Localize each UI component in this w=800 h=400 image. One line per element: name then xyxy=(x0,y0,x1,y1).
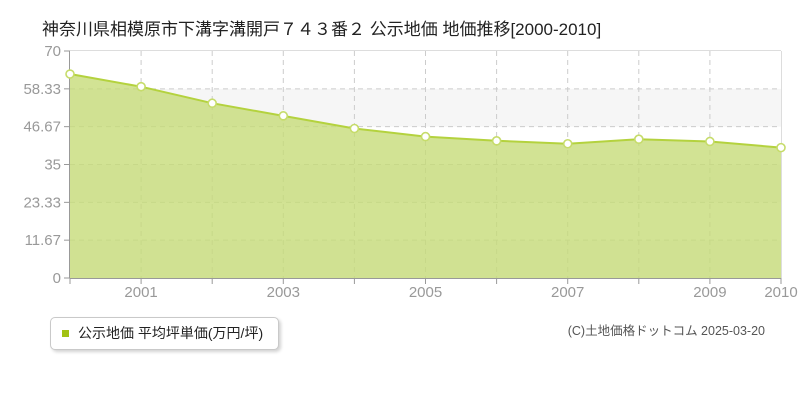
y-axis-tick-label: 35 xyxy=(44,157,61,174)
y-axis-tick-label: 46.67 xyxy=(23,119,61,136)
area-fill xyxy=(70,74,781,278)
y-axis-tick-label: 0 xyxy=(53,270,61,287)
data-point-2003[interactable] xyxy=(278,111,289,121)
data-point-2004[interactable] xyxy=(349,123,360,134)
x-axis-tick-label: 2007 xyxy=(551,284,584,301)
data-point-2002[interactable] xyxy=(207,98,217,109)
x-axis-tick-label: 2009 xyxy=(693,284,726,301)
data-point-2005[interactable] xyxy=(420,131,431,142)
x-axis-tick-label: 2001 xyxy=(124,284,157,301)
data-point-2001[interactable] xyxy=(136,81,146,92)
legend-label: 公示地価 平均坪単価(万円/坪) xyxy=(78,325,264,341)
y-axis-tick-label: 11.67 xyxy=(25,232,61,249)
y-axis-tick-label: 58.33 xyxy=(23,81,61,98)
data-point-2006[interactable] xyxy=(491,136,502,146)
y-axis-tick-label: 70 xyxy=(44,43,61,60)
x-axis-tick-label: 2005 xyxy=(409,284,442,301)
land-price-trend-chart: 0 11.67 23.33 35 46.67 58.33 70 2001 2003 2005 200… xyxy=(23,43,797,301)
legend-marker-square xyxy=(62,329,69,337)
chart-title: 神奈川県相模原市下溝字溝開戸７４３番２ 公示地価 地価推移[2000-2010] xyxy=(42,20,602,39)
data-point-2008[interactable] xyxy=(633,134,644,145)
x-axis-tick-label: 2003 xyxy=(267,284,300,301)
data-point-2007[interactable] xyxy=(562,138,573,149)
data-point-2009[interactable] xyxy=(705,136,715,147)
copyright-text: (C)土地価格ドットコム 2025-03-20 xyxy=(567,324,765,338)
data-point-2000[interactable] xyxy=(65,69,75,79)
data-point-2010[interactable] xyxy=(776,142,786,153)
y-axis-tick-label: 23.33 xyxy=(23,194,61,211)
x-axis-tick-label: 2010 xyxy=(764,284,797,301)
legend: 公示地価 平均坪単価(万円/坪) xyxy=(50,317,280,350)
